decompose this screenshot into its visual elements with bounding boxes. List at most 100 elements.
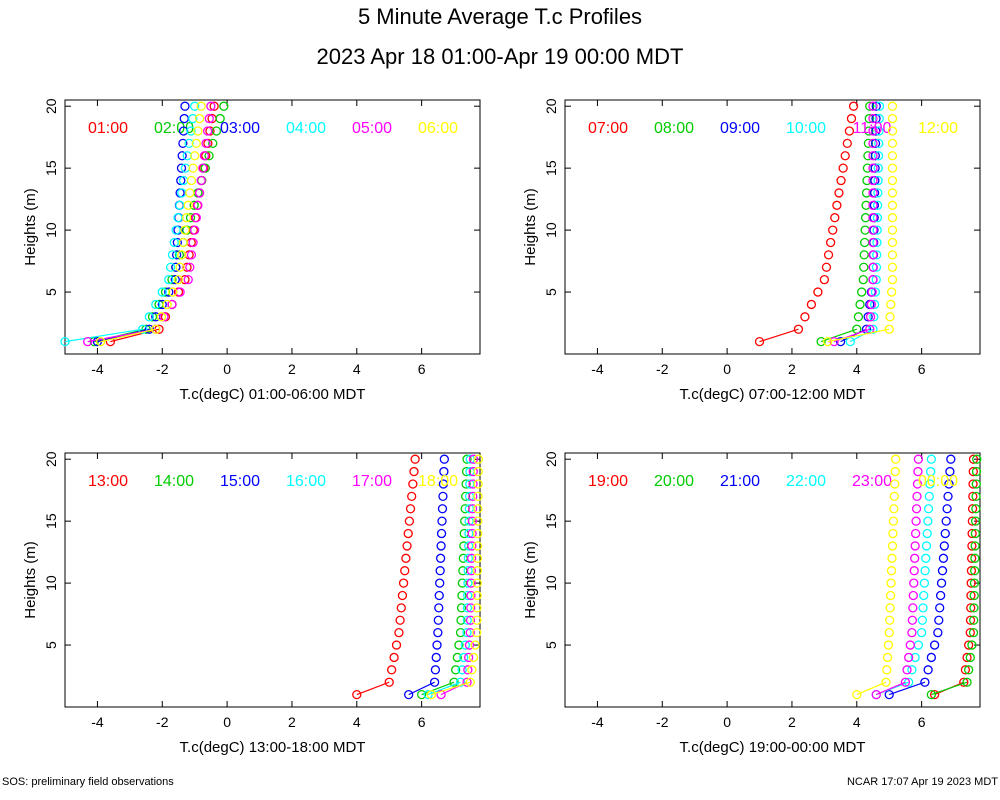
data-point <box>885 312 895 322</box>
data-point <box>907 615 918 625</box>
data-point <box>198 163 208 173</box>
data-point <box>398 578 409 588</box>
data-point <box>888 528 898 539</box>
data-point <box>909 566 919 576</box>
series-1300 <box>352 454 420 700</box>
data-point <box>834 188 844 198</box>
series-1600 <box>423 454 475 700</box>
data-point <box>463 566 473 576</box>
series-0500 <box>83 101 216 347</box>
data-point <box>926 466 936 477</box>
data-point <box>401 553 411 563</box>
y-tick-label: 20 <box>43 451 59 467</box>
data-point <box>848 101 859 111</box>
data-point <box>144 312 154 322</box>
legend-label: 07:00 <box>588 120 628 137</box>
data-point <box>457 578 468 588</box>
data-point <box>178 237 188 248</box>
data-point <box>173 275 184 285</box>
data-point <box>464 528 474 539</box>
data-point <box>967 516 978 526</box>
data-point <box>209 101 219 111</box>
data-point <box>919 590 929 601</box>
x-tick-label: 4 <box>353 361 361 377</box>
data-point <box>472 628 482 638</box>
chart-panel-4: -4 -2 0 2 4 6 5 10 15 20 T.c(degC) 19:00-00:00 MDT… <box>522 451 982 756</box>
data-point <box>160 287 171 297</box>
data-point <box>907 628 917 638</box>
data-point <box>910 652 920 663</box>
data-point <box>433 628 443 638</box>
data-point <box>464 652 474 663</box>
data-point <box>872 250 882 260</box>
data-point <box>188 113 198 124</box>
data-point <box>853 312 864 322</box>
data-point <box>180 225 190 235</box>
x-tick-label: -4 <box>91 361 104 377</box>
data-point <box>449 677 459 687</box>
series-1200 <box>822 101 898 347</box>
data-point <box>863 138 874 149</box>
y-tick-label: 15 <box>543 160 559 176</box>
data-point <box>891 454 901 464</box>
data-point <box>822 336 833 347</box>
series-0600 <box>96 101 206 347</box>
data-point <box>472 553 483 563</box>
series-line <box>889 681 926 696</box>
data-point <box>168 287 178 297</box>
data-point <box>467 665 477 675</box>
data-point <box>904 652 914 663</box>
data-point <box>175 287 185 297</box>
data-point <box>188 163 198 173</box>
series-line <box>100 328 156 343</box>
x-tick-label: 6 <box>418 714 426 730</box>
x-tick-label: 2 <box>788 714 796 730</box>
data-point <box>405 504 416 514</box>
data-point <box>844 126 855 136</box>
data-point <box>945 466 955 477</box>
data-point <box>407 491 417 502</box>
data-point <box>190 101 200 111</box>
data-point <box>793 324 804 334</box>
data-point <box>920 677 930 687</box>
data-point <box>438 479 449 489</box>
data-point <box>186 126 196 136</box>
data-point <box>138 324 148 334</box>
y-axis-label: Heights (m) <box>522 541 539 619</box>
data-point <box>968 479 978 489</box>
data-point <box>946 454 956 464</box>
series-line <box>408 681 435 696</box>
data-point <box>885 590 896 601</box>
data-point <box>868 151 878 161</box>
data-point <box>464 640 475 650</box>
data-point <box>933 628 943 638</box>
data-point <box>199 151 210 161</box>
data-point <box>859 250 869 260</box>
y-axis-label: Heights (m) <box>22 541 39 619</box>
y-axis-label: Heights (m) <box>22 188 39 266</box>
data-point <box>868 262 878 272</box>
data-point <box>191 138 201 149</box>
series-line <box>356 681 390 696</box>
legend-label: 05:00 <box>352 120 392 137</box>
data-point <box>868 188 878 198</box>
series-line <box>931 681 968 696</box>
legend-label: 09:00 <box>720 120 760 137</box>
data-point <box>464 541 474 551</box>
data-point <box>887 213 898 223</box>
data-point <box>910 528 921 539</box>
data-point <box>868 237 878 248</box>
data-point <box>940 528 950 539</box>
data-point <box>858 275 868 285</box>
data-point <box>860 225 870 235</box>
data-point <box>868 113 878 124</box>
x-tick-label: 0 <box>723 714 731 730</box>
data-point <box>461 479 471 489</box>
data-point <box>403 528 413 539</box>
data-point <box>884 689 894 700</box>
x-tick-label: -4 <box>591 361 604 377</box>
x-tick-label: 4 <box>853 361 861 377</box>
data-point <box>924 491 934 502</box>
data-point <box>467 553 477 563</box>
data-point <box>186 250 197 260</box>
